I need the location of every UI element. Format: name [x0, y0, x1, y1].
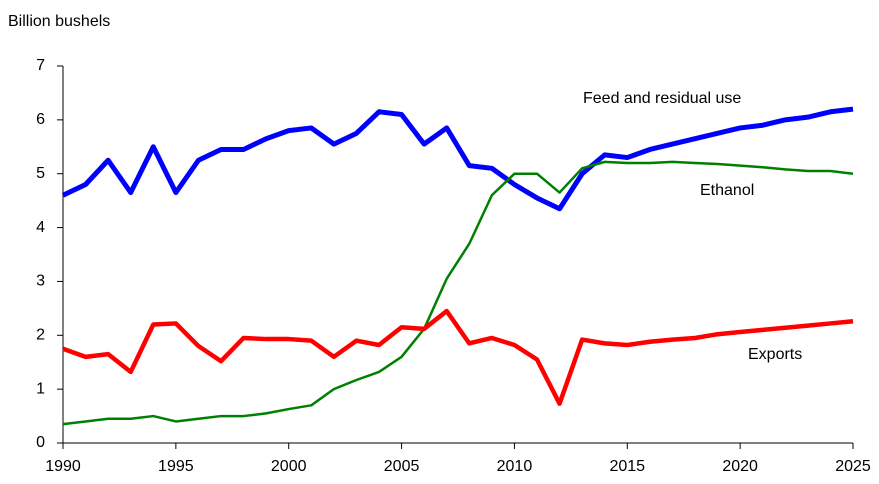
x-tick-label: 2020 [722, 458, 758, 475]
series-label: Ethanol [700, 182, 754, 199]
series-line [61, 106, 854, 212]
x-tick-label: 2015 [609, 458, 645, 475]
y-tick-label: 6 [36, 111, 45, 128]
y-tick-label: 1 [36, 380, 45, 397]
x-tick-label: 1990 [45, 458, 81, 475]
y-tick-label: 4 [36, 219, 45, 236]
series-label: Exports [748, 346, 802, 363]
series-line [62, 160, 854, 426]
y-tick-label: 5 [36, 165, 45, 182]
y-tick-label: 2 [36, 327, 45, 344]
x-tick-label: 2000 [271, 458, 307, 475]
series-line [62, 308, 854, 406]
y-tick-label: 0 [36, 434, 45, 451]
x-tick-label: 2005 [384, 458, 420, 475]
y-tick-label: 3 [36, 273, 45, 290]
x-tick-label: 2010 [497, 458, 533, 475]
x-tick-label: 1995 [158, 458, 194, 475]
x-tick-label: 2025 [835, 458, 871, 475]
series-label: Feed and residual use [583, 90, 741, 107]
y-axis-label: Billion bushels [8, 13, 110, 30]
y-tick-label: 7 [36, 57, 45, 74]
